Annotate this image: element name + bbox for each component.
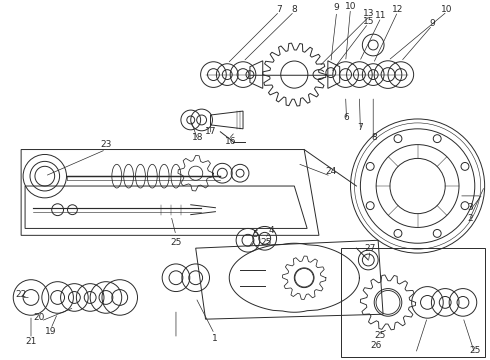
Text: 7: 7 [358,123,363,132]
Text: 1: 1 [212,334,217,343]
Text: 22: 22 [16,290,27,299]
Text: 26: 26 [370,341,382,350]
Text: 4: 4 [269,226,274,235]
Text: 8: 8 [292,5,297,14]
Text: 18: 18 [192,133,203,142]
Text: 25: 25 [469,346,481,355]
Text: 16: 16 [224,137,236,146]
Text: 27: 27 [365,244,376,253]
Text: 10: 10 [441,5,453,14]
Text: 12: 12 [392,5,404,14]
Text: 2: 2 [467,214,473,223]
Text: 9: 9 [334,3,340,12]
Text: 20: 20 [33,313,45,322]
Text: 7: 7 [277,5,282,14]
Text: 23: 23 [100,140,112,149]
Text: 25: 25 [260,238,271,247]
Text: 6: 6 [343,113,349,122]
Text: 8: 8 [371,133,377,142]
Text: 24: 24 [325,167,337,176]
Text: 10: 10 [345,2,356,11]
Text: 17: 17 [205,127,216,136]
Text: 21: 21 [25,337,37,346]
Text: 11: 11 [375,11,387,20]
Text: 13: 13 [363,9,374,18]
Text: 25: 25 [171,238,182,247]
Text: 5: 5 [252,230,258,239]
Text: 25: 25 [374,332,386,341]
Text: 15: 15 [363,17,374,26]
Text: 3: 3 [467,203,473,212]
Text: 9: 9 [430,19,435,28]
Text: 19: 19 [45,328,56,337]
